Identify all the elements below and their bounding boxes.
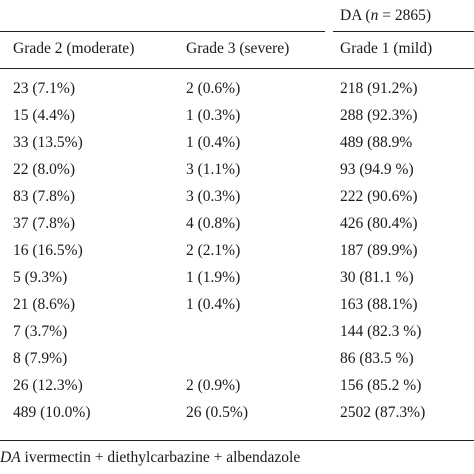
table-bottom-rule [0,440,474,441]
table-cell: 21 (8.6%) [13,296,75,313]
table-cell: 2 (0.9%) [186,377,241,394]
table-cell: 1 (0.4%) [186,134,241,151]
table-cell: 1 (0.4%) [186,296,241,313]
table-cell: 187 (89.9%) [340,242,418,259]
table-cell: 22 (8.0%) [13,161,75,178]
table-cell: 7 (3.7%) [13,323,68,340]
table-cell: 86 (83.5 %) [340,350,414,367]
table-cell: 2 (2.1%) [186,242,241,259]
footnote-text: ivermectin + diethylcarbazine + albendaz… [20,449,301,466]
table-cell: 8 (7.9%) [13,350,68,367]
table-cell: 3 (0.3%) [186,188,241,205]
table-cell: 37 (7.8%) [13,215,75,232]
column-header-grade3: Grade 3 (severe) [186,40,290,57]
table-cell: 218 (91.2%) [340,80,418,97]
table-cell: 26 (12.3%) [13,377,83,394]
table-cell: 4 (0.8%) [186,215,241,232]
table-cell: 163 (88.1%) [340,296,418,313]
table-cell: 3 (1.1%) [186,161,241,178]
table-cell: 16 (16.5%) [13,242,83,259]
table-cell: 1 (1.9%) [186,269,241,286]
group-header-rule [333,31,474,32]
table-cell: 489 (10.0%) [13,404,91,421]
column-header-grade2: Grade 2 (moderate) [13,40,135,57]
table-cell: 15 (4.4%) [13,107,75,124]
table-cell: 83 (7.8%) [13,188,75,205]
group-header-suffix: = 2865) [378,7,431,24]
table-footnote: DA ivermectin + diethylcarbazine + alben… [0,449,300,467]
header-top-rule [0,31,325,32]
table-cell: 30 (81.1 %) [340,269,414,286]
group-header-da: DA (n = 2865) [340,7,431,25]
table-cell: 426 (80.4%) [340,215,418,232]
table-cell: 156 (85.2 %) [340,377,422,394]
table-cell: 1 (0.3%) [186,107,241,124]
table-cell: 23 (7.1%) [13,80,75,97]
table-cell: 93 (94.9 %) [340,161,414,178]
group-header-n-symbol: n [370,7,379,24]
table-cell: 144 (82.3 %) [340,323,422,340]
table-cell: 2 (0.6%) [186,80,241,97]
column-header-grade1: Grade 1 (mild) [340,40,433,57]
table-cell: 288 (92.3%) [340,107,418,124]
table-cell: 222 (90.6%) [340,188,418,205]
table-cell: 5 (9.3%) [13,269,68,286]
table-cell: 2502 (87.3%) [340,404,426,421]
table-cell: 33 (13.5%) [13,134,83,151]
header-bottom-rule [0,68,474,69]
group-header-prefix: DA ( [340,7,371,24]
table-cell: 489 (88.9% [340,134,413,151]
table-cell: 26 (0.5%) [186,404,248,421]
footnote-abbreviation: DA [0,449,21,466]
